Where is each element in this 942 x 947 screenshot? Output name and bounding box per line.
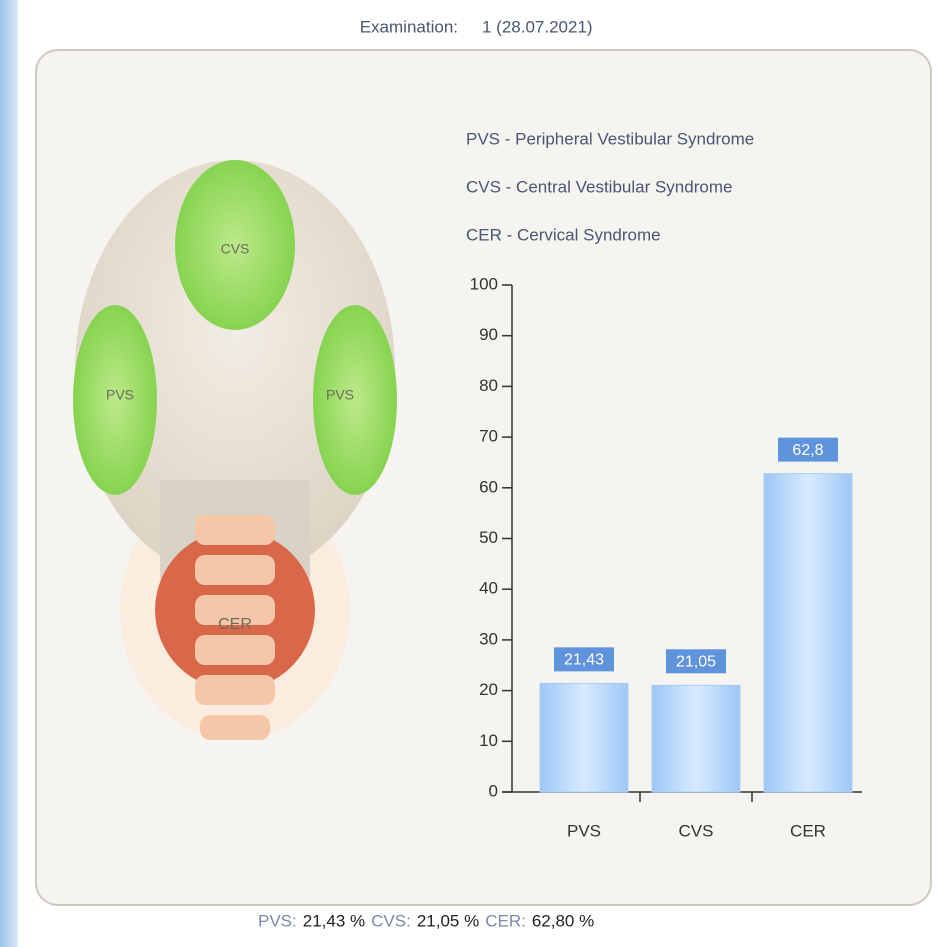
legend-item: CVS - Central Vestibular Syndrome bbox=[466, 177, 732, 196]
y-tick-label: 10 bbox=[479, 731, 498, 750]
footer-label: CER: bbox=[485, 911, 526, 930]
legend-item: CER - Cervical Syndrome bbox=[466, 225, 661, 244]
header-label: Examination: bbox=[360, 17, 458, 36]
x-tick-label: CER bbox=[790, 821, 826, 840]
y-tick-label: 80 bbox=[479, 376, 498, 395]
y-tick-label: 50 bbox=[479, 528, 498, 547]
legend-item: PVS - Peripheral Vestibular Syndrome bbox=[466, 129, 754, 148]
x-tick-label: CVS bbox=[679, 821, 714, 840]
bar bbox=[763, 473, 853, 793]
bar bbox=[651, 684, 741, 793]
value-label-box bbox=[666, 649, 726, 674]
x-tick-label: PVS bbox=[567, 821, 601, 840]
y-tick-label: 0 bbox=[489, 781, 498, 800]
value-label: 62,8 bbox=[792, 442, 823, 459]
y-tick-label: 100 bbox=[470, 274, 498, 293]
footer-value: 21,05 % bbox=[417, 911, 479, 930]
y-tick-label: 40 bbox=[479, 579, 498, 598]
value-label-box bbox=[554, 647, 614, 672]
head-illustration: CVS PVS PVS CER bbox=[73, 160, 397, 740]
footer-label: CVS: bbox=[371, 911, 411, 930]
value-label: 21,43 bbox=[564, 652, 604, 669]
value-label-box bbox=[778, 437, 838, 462]
bar-chart: 0 10 20 30 40 50 60 70 80 90 100 21,43 PVS 21,05 CVS 62… bbox=[470, 274, 862, 840]
head-label: PVS bbox=[326, 387, 354, 403]
value-label: 21,05 bbox=[676, 653, 716, 670]
footer: PVS: 21,43 % CVS: 21,05 % CER: 62,80 % bbox=[258, 911, 594, 930]
bar bbox=[539, 682, 629, 793]
legend: PVS - Peripheral Vestibular Syndrome CVS… bbox=[466, 129, 754, 244]
header: Examination: 1 (28.07.2021) bbox=[360, 17, 593, 36]
y-tick-label: 20 bbox=[479, 680, 498, 699]
y-tick-label: 70 bbox=[479, 427, 498, 446]
footer-label: PVS: bbox=[258, 911, 297, 930]
footer-value: 21,43 % bbox=[303, 911, 365, 930]
head-label: PVS bbox=[106, 387, 134, 403]
footer-value: 62,80 % bbox=[532, 911, 594, 930]
head-label: CER bbox=[218, 616, 252, 633]
head-label: CVS bbox=[221, 241, 250, 257]
header-value: 1 (28.07.2021) bbox=[482, 17, 593, 36]
side-stripe bbox=[0, 0, 18, 947]
y-tick-label: 90 bbox=[479, 325, 498, 344]
y-tick-label: 30 bbox=[479, 629, 498, 648]
y-tick-label: 60 bbox=[479, 477, 498, 496]
